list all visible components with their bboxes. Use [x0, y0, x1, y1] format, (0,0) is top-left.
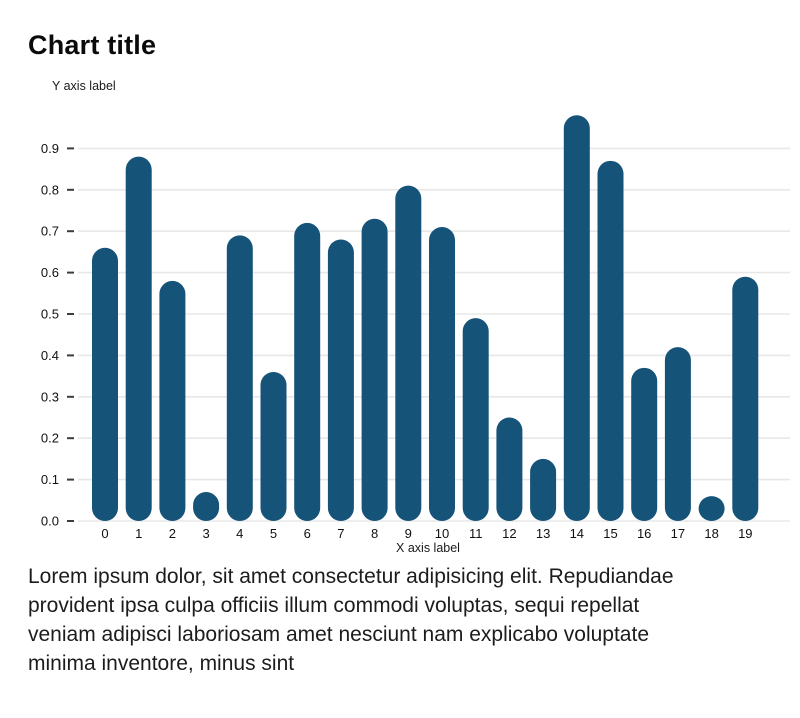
y-tick-label: 0.0 — [41, 514, 59, 529]
x-tick-label: 14 — [570, 526, 584, 541]
bar — [226, 235, 253, 521]
description-line: provident ipsa culpa officiis illum comm… — [28, 594, 640, 617]
y-tick-label: 0.3 — [41, 389, 59, 404]
description-line: veniam adipisci laboriosam amet nesciunt… — [28, 623, 649, 646]
y-tick-label: 0.9 — [41, 141, 59, 156]
description-text: Lorem ipsum dolor, sit amet consectetur … — [28, 562, 788, 678]
x-tick-label: 7 — [337, 526, 344, 541]
x-tick-label: 2 — [169, 526, 176, 541]
x-tick-label: 10 — [435, 526, 449, 541]
y-tick-label: 0.5 — [41, 307, 59, 322]
bar-chart: 0.0 0.1 0.2 0.3 0.4 0.5 0.6 0.7 0.8 0.9 0 1 2 3 4 5 6 7 8 9… — [0, 90, 800, 565]
bar — [631, 367, 658, 521]
bar — [294, 222, 321, 522]
bar — [597, 160, 624, 521]
x-tick-label: 19 — [738, 526, 752, 541]
bar — [732, 276, 759, 521]
x-tick-label: 1 — [135, 526, 142, 541]
x-tick-label: 17 — [671, 526, 685, 541]
bar — [462, 318, 489, 521]
bar — [563, 115, 590, 521]
x-tick-label: 0 — [101, 526, 108, 541]
y-tick-label: 0.2 — [41, 431, 59, 446]
y-axis-label: Y axis label — [52, 79, 116, 93]
bar — [125, 156, 152, 521]
bar — [361, 218, 388, 521]
y-tick-label: 0.8 — [41, 182, 59, 197]
x-tick-label: 18 — [704, 526, 718, 541]
y-tick-label: 0.6 — [41, 265, 59, 280]
bar — [193, 492, 220, 521]
bar — [395, 185, 422, 521]
y-tick-label: 0.1 — [41, 472, 59, 487]
x-tick-label: 8 — [371, 526, 378, 541]
x-tick-label: 3 — [202, 526, 209, 541]
x-axis-label: X axis label — [396, 541, 460, 555]
bar — [530, 458, 557, 521]
description-line: minima inventore, minus sint — [28, 652, 295, 675]
y-tick-label: 0.7 — [41, 224, 59, 239]
description-line: Lorem ipsum dolor, sit amet consectetur … — [28, 565, 674, 588]
x-tick-label: 13 — [536, 526, 550, 541]
x-tick-label: 16 — [637, 526, 651, 541]
x-tick-label: 6 — [304, 526, 311, 541]
x-tick-label: 12 — [502, 526, 516, 541]
bar — [159, 280, 186, 521]
bar — [496, 417, 523, 521]
x-tick-label: 5 — [270, 526, 277, 541]
x-tick-label: 4 — [236, 526, 243, 541]
bar — [92, 247, 118, 521]
bar — [327, 239, 354, 522]
x-tick-label: 11 — [469, 526, 483, 541]
bar-chart-svg: 0.00.10.20.30.40.50.60.70.80.90 1 2 3 4 5 6 7 8 9… — [41, 115, 790, 555]
bar — [429, 227, 455, 521]
bar — [664, 347, 691, 521]
chart-title: Chart title — [28, 30, 157, 60]
bar — [260, 371, 287, 521]
bar — [698, 496, 725, 521]
x-tick-label: 9 — [405, 526, 412, 541]
x-tick-label: 15 — [603, 526, 617, 541]
y-tick-label: 0.4 — [41, 348, 59, 363]
